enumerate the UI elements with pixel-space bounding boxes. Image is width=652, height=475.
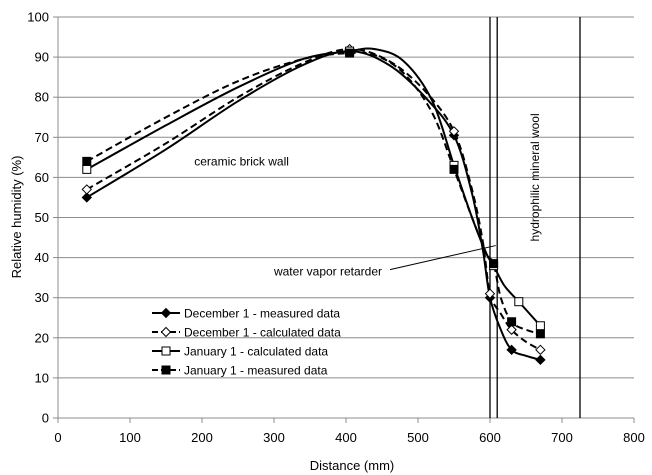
- layer-boundaries: [489, 17, 581, 418]
- x-tick-label: 700: [551, 430, 573, 445]
- data-point-series-1: [535, 354, 546, 366]
- legend-swatch-marker: [160, 307, 172, 319]
- legend-entry: January 1 - calculated data: [184, 345, 328, 359]
- data-point-series-4: [345, 48, 355, 58]
- annotation-label: ceramic brick wall: [194, 154, 289, 168]
- y-axis-label: Relative humidity (%): [9, 156, 24, 279]
- data-point-series-4: [489, 259, 499, 269]
- legend-entry: December 1 - measured data: [184, 307, 340, 321]
- x-tick-label: 0: [54, 430, 61, 445]
- annotations: ceramic brick wall water vapor retarder hy…: [194, 113, 542, 278]
- data-point-series-2: [448, 126, 460, 137]
- y-tick-label: 80: [35, 90, 49, 105]
- legend: December 1 - measured data December 1 - c…: [152, 307, 341, 378]
- x-tick-label: 800: [623, 430, 645, 445]
- grid: [58, 16, 634, 379]
- series-line-2: [86, 48, 541, 351]
- legend-swatch-marker: [160, 326, 172, 338]
- data-point-series-4: [82, 156, 92, 166]
- y-tick-label: 60: [35, 170, 49, 185]
- annotation-label: hydrophilic mineral wool: [528, 113, 542, 241]
- data-point-series-2: [535, 344, 546, 356]
- data-point-series-2: [81, 184, 93, 195]
- x-tick-label: 400: [335, 430, 357, 445]
- x-tick-label: 100: [119, 430, 141, 445]
- data-point-series-3: [82, 164, 92, 174]
- data-point-series-3: [535, 321, 545, 331]
- annotation-label: water vapor retarder: [273, 265, 382, 279]
- data-point-series-3: [514, 297, 524, 307]
- annotation-leader-line: [389, 245, 496, 271]
- axes: 0 10 20 30 40 50 60 70 80 90 100 0 100 200 300 400 500 60…: [27, 10, 645, 446]
- y-tick-label: 20: [35, 330, 49, 345]
- y-tick-label: 100: [27, 10, 49, 25]
- x-tick-label: 600: [479, 430, 501, 445]
- y-tick-label: 30: [35, 290, 49, 305]
- series-layer: [86, 47, 542, 361]
- y-tick-label: 50: [35, 210, 49, 225]
- legend-entry: December 1 - calculated data: [184, 326, 341, 340]
- series-line-3: [86, 47, 542, 327]
- data-point-series-1: [81, 192, 93, 203]
- x-tick-label: 300: [263, 430, 285, 445]
- data-point-series-1: [506, 344, 517, 356]
- x-tick-label: 200: [191, 430, 213, 445]
- y-tick-label: 10: [35, 370, 49, 385]
- data-point-series-4: [449, 164, 459, 174]
- data-point-series-2: [506, 324, 517, 335]
- y-tick-label: 90: [35, 50, 49, 65]
- y-tick-label: 40: [35, 250, 49, 265]
- legend-swatch-marker: [161, 365, 171, 375]
- legend-entry: January 1 - measured data: [184, 364, 328, 378]
- markers-layer: [81, 43, 546, 366]
- y-tick-label: 70: [35, 130, 49, 145]
- y-tick-label: 0: [42, 411, 49, 426]
- series-line-4: [86, 51, 541, 335]
- data-point-series-4: [535, 329, 545, 339]
- series-line-1: [86, 50, 541, 361]
- data-point-series-2: [484, 288, 496, 299]
- legend-swatch-marker: [161, 346, 171, 356]
- x-axis-label: Distance (mm): [310, 458, 395, 473]
- data-point-series-4: [507, 317, 517, 327]
- x-tick-label: 500: [407, 430, 429, 445]
